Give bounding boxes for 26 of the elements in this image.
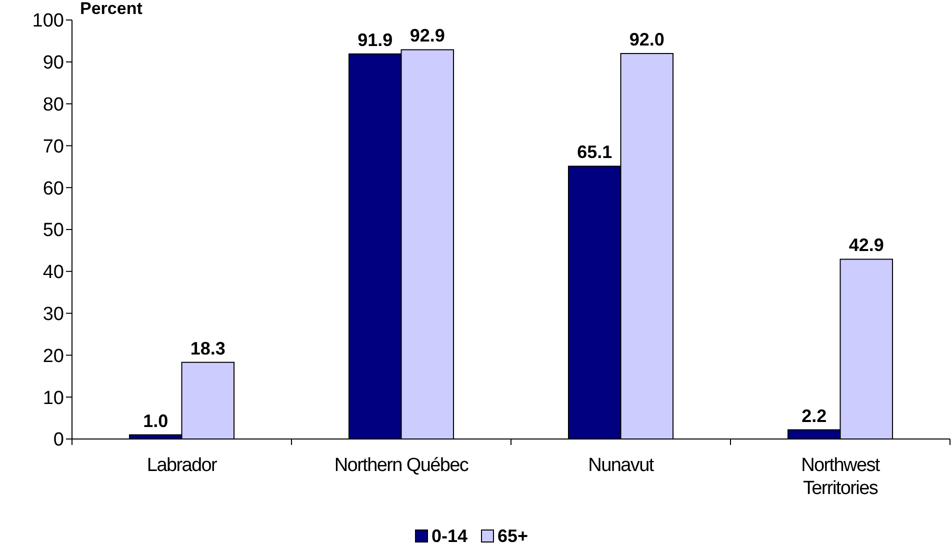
y-tick-label: 10	[42, 388, 64, 409]
x-tick-label: Northwest Territories	[801, 455, 881, 499]
y-tick-label: 80	[42, 94, 64, 116]
legend-label: 0-14	[432, 526, 468, 546]
y-tick-label: 30	[42, 304, 64, 325]
x-tick-label: Nunavut	[588, 455, 655, 476]
y-axis-title: Percent	[80, 0, 143, 18]
y-tick-label: 50	[42, 220, 64, 242]
data-label: 42.9	[848, 235, 884, 256]
y-tick-label: 90	[42, 52, 64, 74]
legend-label: 65+	[498, 526, 528, 546]
data-label: 1.0	[143, 410, 168, 431]
y-tick-label: 0	[53, 430, 64, 451]
y-tick-label: 60	[42, 178, 64, 200]
data-label: 2.2	[802, 406, 827, 426]
x-tick-label: Labrador	[146, 455, 218, 476]
y-tick-label: 70	[42, 136, 64, 158]
data-label: 18.3	[190, 338, 226, 358]
y-tick-label: 20	[42, 346, 64, 367]
x-tick-label: Northern Québec	[334, 455, 468, 476]
data-label: 65.1	[577, 142, 612, 162]
data-label: 92.0	[629, 30, 664, 50]
data-label: 92.9	[410, 26, 445, 46]
y-tick-label: 100	[32, 10, 64, 32]
data-label: 91.9	[358, 30, 393, 50]
y-tick-label: 40	[42, 262, 64, 284]
